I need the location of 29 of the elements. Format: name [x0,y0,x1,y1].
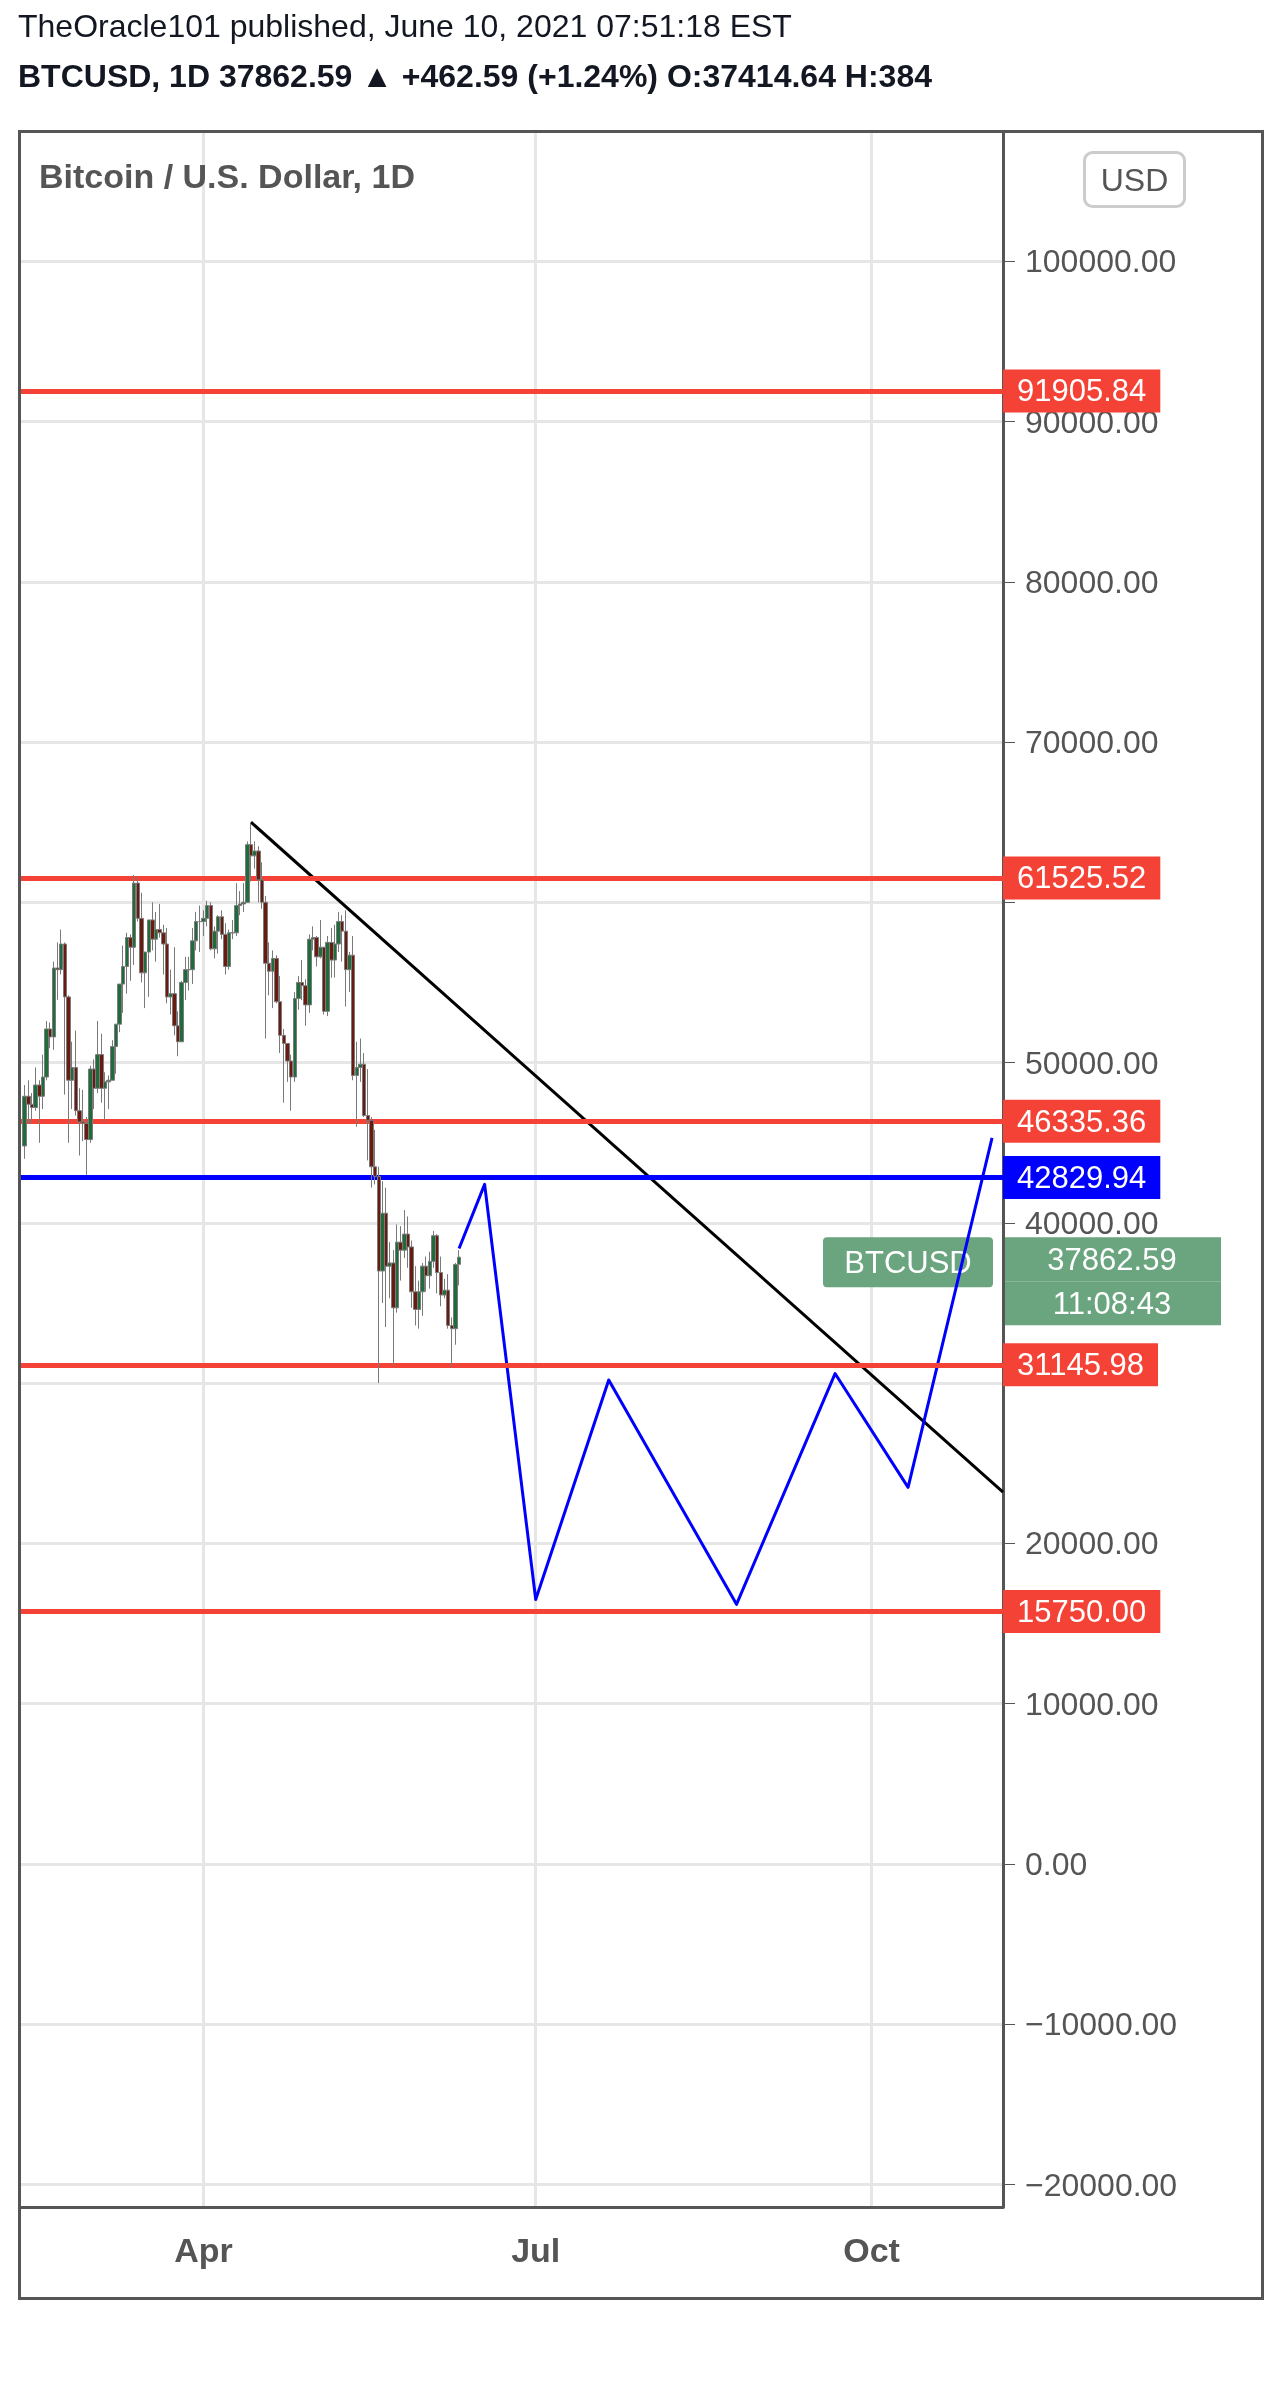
text: 37862.59 [1047,1241,1177,1277]
chart-subtitle: BTCUSD, 1D 37862.59 ▲ +462.59 (+1.24%) O:37414.64 H:384 [18,58,932,95]
candlestick [234,882,239,937]
y-tick-label: 80000.00 [1025,563,1159,600]
y-tick-label: 0.00 [1025,1846,1088,1882]
y-tick-label: −10000.00 [1025,2006,1178,2043]
y-tick-label: 100000.00 [1025,243,1177,280]
candlestick [344,909,348,1008]
y-tick-label: −20000.00 [1025,2166,1178,2203]
y-tick-label: 50000.00 [1025,1044,1159,1081]
ref-line-label: 15750.00 [1017,1594,1147,1630]
ref-line-label: 46335.36 [1017,1103,1147,1139]
ref-line-label: 61525.52 [1017,860,1147,896]
x-tick-label: Apr [174,2231,233,2269]
y-tick-label: 20000.00 [1025,1525,1159,1562]
candlestick [198,905,202,953]
y-tick-label: 70000.00 [1025,724,1159,761]
ref-line-label: 42829.94 [1017,1160,1147,1196]
text: 11:08:43 [1052,1285,1172,1321]
y-tick-label: 40000.00 [1025,1204,1159,1241]
candlestick [22,1084,27,1160]
annotation: Bitcoin / U.S. Dollar, 1D [39,157,415,195]
text: USD [1100,161,1169,198]
x-tick-label: Jul [511,2231,561,2269]
ref-line-label: 31145.98 [1017,1347,1144,1383]
x-tick-label: Oct [843,2231,900,2269]
chart-title: TheOracle101 published, June 10, 2021 07:51:18 EST [18,8,792,45]
y-tick-label: 10000.00 [1025,1685,1159,1722]
candlestick [216,914,220,955]
